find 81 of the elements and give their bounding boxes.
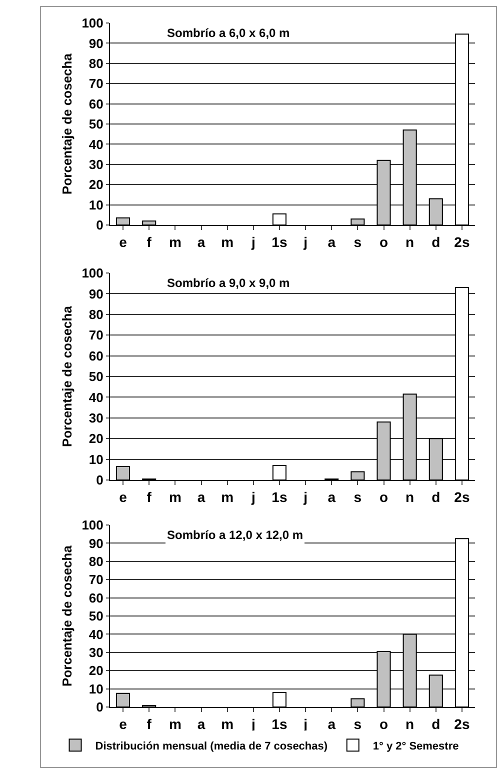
x-tick-label: d	[432, 716, 440, 732]
x-tick-label: m	[221, 234, 234, 250]
legend-label: 1° y 2° Semestre	[372, 740, 459, 752]
x-tick-label: d	[432, 488, 440, 505]
x-tick-label: a	[197, 234, 206, 250]
x-tick-label: s	[354, 716, 362, 732]
y-tick-label: 0	[96, 472, 104, 488]
x-tick-label: d	[432, 234, 440, 250]
y-tick-label: 20	[88, 663, 104, 678]
x-tick-label: a	[328, 234, 336, 250]
y-tick-label: 40	[88, 390, 104, 405]
y-tick-label: 10	[88, 197, 104, 212]
x-tick-label: o	[379, 716, 388, 732]
x-tick-label: 2s	[454, 234, 470, 250]
y-tick-label: 50	[88, 116, 104, 132]
y-tick-label: 50	[88, 369, 104, 384]
y-tick-label: 80	[88, 306, 104, 322]
x-tick-label: n	[406, 716, 414, 732]
x-tick-label: e	[119, 234, 128, 250]
x-tick-label: 1s	[272, 716, 288, 732]
x-tick-label: m	[168, 488, 182, 505]
chart-title: Sombrío a 12,0 x 12,0 m	[167, 528, 304, 542]
x-tick-label: f	[146, 488, 152, 505]
y-tick-label: 40	[88, 136, 104, 152]
y-tick-label: 60	[88, 590, 104, 606]
x-tick-label: e	[119, 716, 128, 732]
y-tick-label: 60	[88, 348, 104, 364]
x-tick-label: j	[250, 234, 256, 250]
y-tick-label: 10	[88, 681, 104, 696]
y-tick-label: 90	[88, 36, 104, 51]
y-tick-label: 20	[88, 177, 104, 192]
chart-title: Sombrío a 6,0 x 6,0 m	[167, 26, 290, 40]
x-tick-label: m	[168, 716, 182, 732]
x-tick-label: o	[379, 488, 388, 505]
y-tick-label: 70	[88, 572, 104, 588]
y-tick-label: 80	[88, 56, 104, 71]
x-tick-label: n	[406, 234, 414, 250]
x-tick-label: j	[250, 488, 256, 505]
y-tick-label: 90	[88, 536, 104, 551]
x-tick-label: 1s	[272, 488, 288, 505]
x-tick-label: m	[221, 488, 234, 505]
x-tick-label: j	[302, 234, 308, 250]
y-tick-label: 80	[88, 554, 104, 569]
y-tick-label: 0	[96, 700, 104, 715]
x-tick-label: a	[328, 716, 336, 732]
y-axis-title: Porcentaje de cosecha	[60, 52, 75, 194]
x-tick-label: e	[119, 488, 128, 505]
y-tick-label: 90	[88, 286, 104, 302]
x-tick-label: a	[197, 716, 206, 732]
y-tick-label: 100	[82, 16, 104, 31]
x-tick-label: s	[354, 234, 362, 250]
y-tick-label: 100	[82, 266, 104, 281]
y-tick-label: 20	[88, 431, 104, 446]
x-tick-label: a	[328, 488, 336, 505]
x-tick-label: a	[197, 488, 206, 505]
x-tick-label: m	[168, 234, 182, 250]
y-tick-label: 0	[96, 218, 104, 233]
x-tick-label: 2s	[454, 488, 470, 505]
x-tick-label: j	[302, 488, 308, 505]
y-tick-label: 30	[88, 644, 104, 660]
x-tick-label: s	[354, 488, 362, 505]
y-tick-label: 30	[88, 156, 104, 172]
legend-label: Distribución mensual (media de 7 cosechas)	[95, 740, 328, 752]
x-tick-label: f	[146, 716, 152, 732]
y-axis-title: Porcentaje de cosecha	[60, 544, 75, 686]
y-tick-label: 100	[82, 518, 104, 533]
x-tick-label: o	[379, 234, 388, 250]
y-tick-label: 10	[88, 452, 104, 467]
x-tick-label: n	[406, 488, 414, 505]
y-axis-title: Porcentaje de cosecha	[60, 305, 75, 447]
x-tick-label: f	[146, 234, 152, 250]
x-tick-label: 2s	[454, 716, 470, 732]
y-tick-label: 70	[88, 76, 104, 92]
x-tick-label: m	[221, 716, 234, 732]
y-tick-label: 50	[88, 608, 104, 624]
y-tick-label: 40	[88, 626, 104, 642]
y-tick-label: 30	[88, 410, 104, 426]
chart-title: Sombrío a 9,0 x 9,0 m	[167, 276, 290, 290]
x-tick-label: 1s	[272, 234, 288, 250]
y-tick-label: 60	[88, 96, 104, 112]
y-tick-label: 70	[88, 328, 104, 343]
